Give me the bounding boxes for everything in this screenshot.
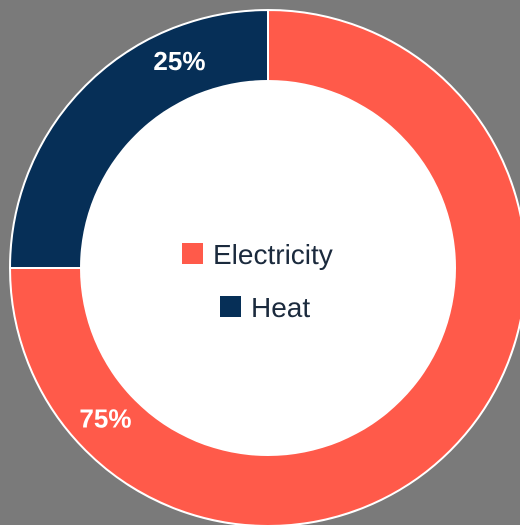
slice-label-electricity: 75%: [79, 404, 131, 434]
legend-swatch-heat: [220, 296, 241, 317]
legend-item-electricity: Electricity: [182, 239, 333, 270]
legend-label-electricity: Electricity: [213, 239, 333, 270]
donut-hole: [80, 80, 456, 456]
legend-label-heat: Heat: [251, 292, 310, 323]
slice-label-heat: 25%: [153, 46, 205, 76]
legend: Electricity Heat: [182, 239, 333, 323]
legend-item-heat: Heat: [220, 292, 310, 323]
legend-swatch-electricity: [182, 243, 203, 264]
slice-labels: 75% 25%: [79, 46, 205, 433]
